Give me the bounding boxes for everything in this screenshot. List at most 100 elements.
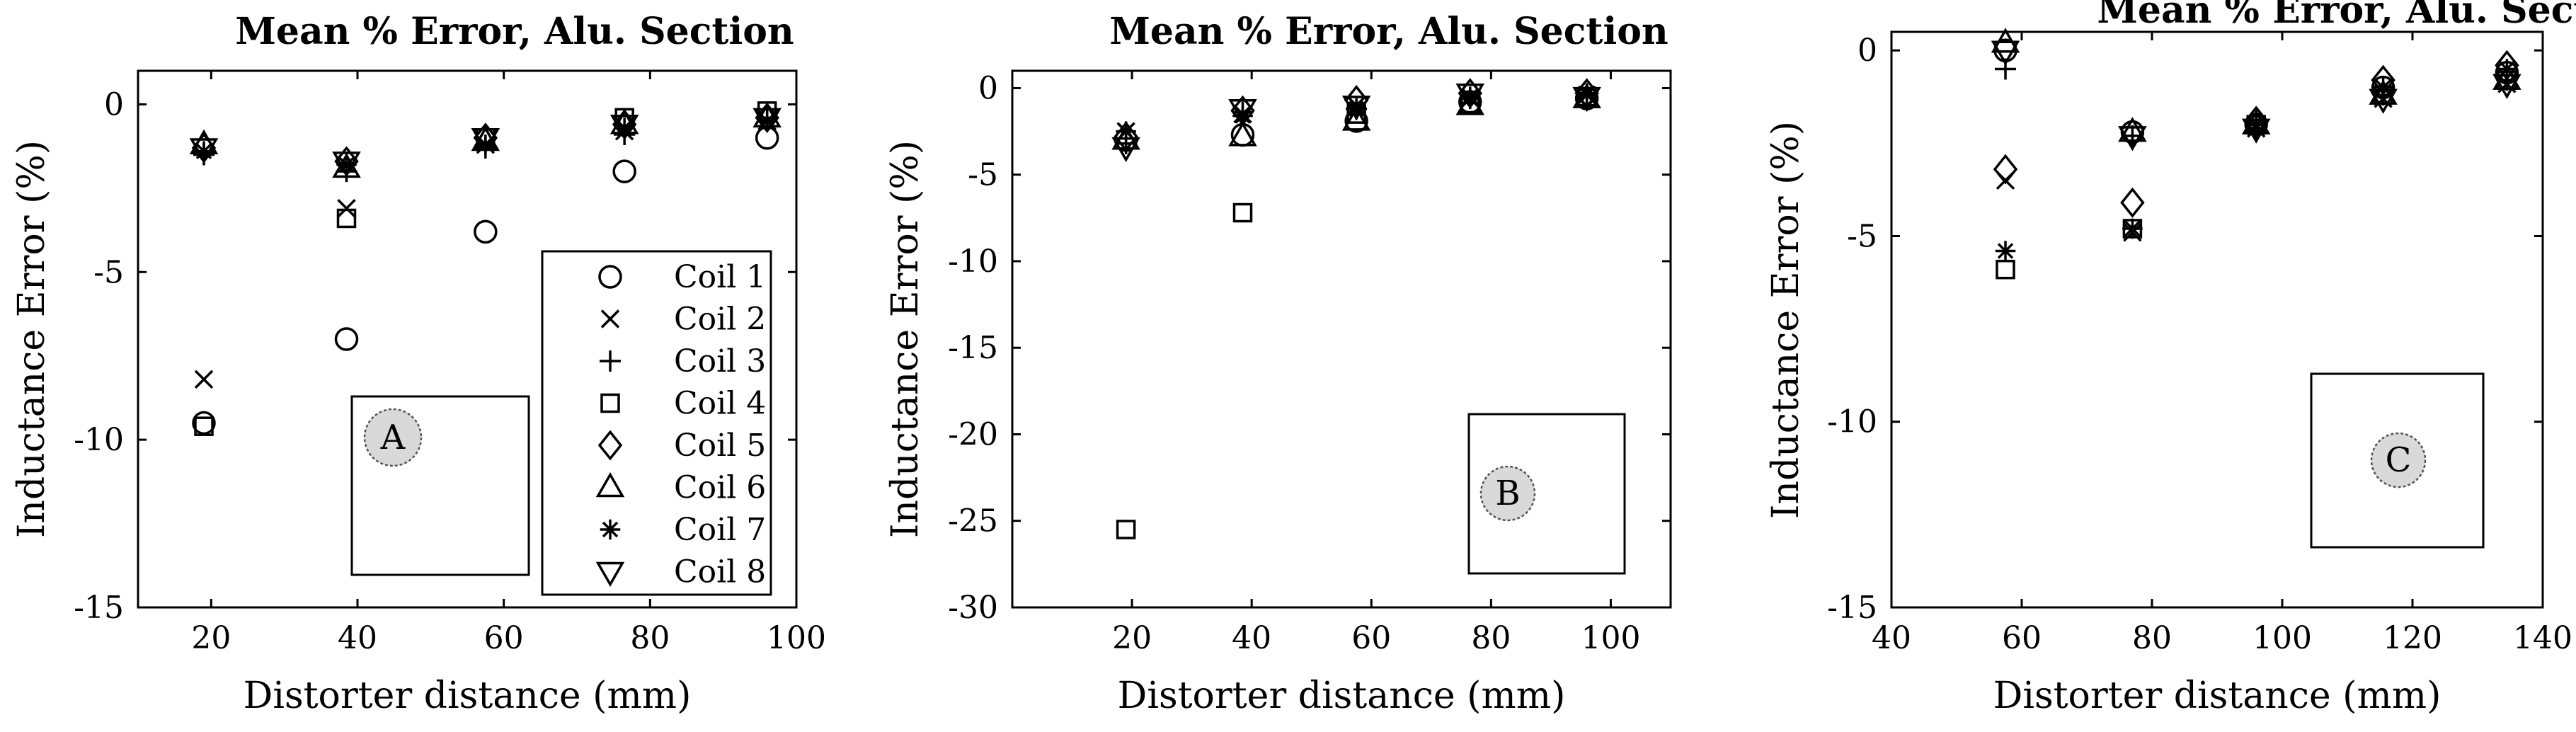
panel-b-coil-6-point: [1341, 105, 1371, 131]
panel-a-ticks: 20 40 60 80 100 -15 -10 -5 0: [74, 71, 826, 656]
panel-b-ytick-label: -25: [948, 503, 998, 539]
panel-c-ticks: 40 60 80 100 120 140 -15 -10 -5 0: [1827, 32, 2572, 656]
panel-a-ytick-label: -5: [93, 254, 124, 290]
panel-c-ytick-label: -15: [1827, 590, 1877, 626]
panel-a-coil-7-point: [336, 154, 357, 175]
panel-a-legend-label-6: Coil 6: [674, 470, 766, 506]
panel-b-xtick-label: 60: [1351, 620, 1391, 656]
panel-b-coil-8-point: [1341, 96, 1371, 121]
panel-a-coil-1-point: [334, 327, 359, 351]
panel-b-ylabel: Inductance Error (%): [884, 140, 927, 538]
panel-a-coil-7-point: [757, 110, 777, 132]
panel-a-legend-label-4: Coil 4: [674, 386, 766, 422]
panel-a-legend-marker-7: [600, 519, 621, 540]
panel-c-coil-8-point: [2241, 118, 2271, 144]
panel-a-legend-marker-6: [595, 471, 625, 498]
panel-a-coil-7-point: [614, 118, 635, 138]
panel-c-ytick-label: -5: [1847, 218, 1877, 254]
panel-b-coil-7-point: [1116, 121, 1136, 142]
panel-a-marks: [189, 101, 782, 436]
panel-c-inset-label: C: [2386, 440, 2412, 480]
panel-c-inset-box: [2310, 372, 2485, 549]
panel-a-coil-8-point: [189, 138, 219, 164]
panel-b-inset-box: [1467, 413, 1626, 575]
panel-a-coil-4-point: [336, 208, 357, 229]
panel-a-coil-7-point: [193, 141, 214, 161]
panel-b-axes-frame: [1011, 69, 1672, 609]
panel-b-coil-6-point: [1228, 121, 1257, 147]
panel-c-coil-6-point: [2118, 117, 2147, 142]
panel-b-coil-7-point: [1232, 105, 1253, 126]
panel-c-coil-8-point: [2492, 74, 2521, 99]
panel-b-ytick-label: -10: [948, 244, 998, 280]
panel-b-marks: [1111, 78, 1601, 539]
panel-a-coil-4-point: [194, 416, 214, 436]
panel-b-coil-8-point: [1455, 84, 1485, 109]
panel-a-axes-frame: [137, 69, 798, 609]
panel-c-coil-7-point: [2122, 218, 2143, 239]
panel-a-legend-marker-8: [595, 561, 625, 588]
panel-c: Mean % Error, Alu. Section 40 60 80 100 120 1…: [1765, 0, 2576, 717]
panel-b-title: Mean % Error, Alu. Section: [1109, 10, 1668, 53]
panel-a-ylabel: Inductance Error (%): [11, 140, 53, 538]
panel-b: Mean % Error, Alu. Section 20 40 60 80 100 -3…: [884, 10, 1672, 717]
panel-a: Mean % Error, Alu. Section 20 40 60 80 100 -1…: [11, 10, 826, 717]
panel-b-xlabel: Distorter distance (mm): [1118, 675, 1566, 717]
panel-b-ytick-label: -5: [968, 157, 998, 193]
panel-a-legend-marker-1: [598, 265, 622, 289]
panel-b-coil-7-point: [1576, 83, 1597, 104]
panel-a-coil-8-point: [332, 151, 361, 177]
panel-c-axes-frame: [1890, 30, 2544, 609]
panel-c-xtick-label: 120: [2383, 620, 2442, 656]
panel-b-coil-7-point: [1460, 86, 1481, 107]
panel-c-ylabel: Inductance Error (%): [1765, 121, 1807, 519]
panel-b-inset-label: B: [1495, 474, 1520, 513]
panel-a-coil-2-point: [337, 198, 356, 218]
panel-c-coil-7-point: [2497, 59, 2517, 79]
panel-b-coil-6-point: [1572, 83, 1601, 108]
panel-a-title: Mean % Error, Alu. Section: [235, 10, 794, 53]
panel-a-ytick-label: -10: [74, 422, 124, 458]
panel-c-inset-circle: [2370, 432, 2427, 488]
panel-c-xlabel: Distorter distance (mm): [1993, 675, 2442, 717]
panel-a-legend-marker-5: [597, 430, 623, 461]
panel-c-coil-7-point: [2245, 114, 2267, 135]
panel-a-ytick-label: 0: [104, 86, 124, 122]
panel-a-coil-7-point: [475, 134, 496, 155]
panel-a-inset-label: A: [380, 418, 406, 457]
panel-a-coil-8-point: [609, 115, 639, 140]
panel-a-xtick-label: 40: [338, 620, 377, 656]
panel-c-ytick-label: -10: [1827, 404, 1877, 440]
panel-c-marks: [1991, 28, 2521, 280]
panel-a-legend-marker-2: [600, 309, 620, 328]
panel-a-xtick-label: 20: [191, 620, 231, 656]
panel-a-inset-box: [350, 395, 530, 576]
panel-b-coil-4-point: [1232, 202, 1253, 223]
panel-b-ytick-label: 0: [978, 70, 998, 106]
panel-c-coil-6-point: [2492, 64, 2521, 90]
panel-c-coil-8-point: [1991, 40, 2020, 66]
panel-a-inset-circle: [363, 408, 423, 467]
panel-b-ytick-label: -30: [948, 590, 998, 626]
panel-b-inset-circle: [1479, 465, 1536, 522]
panel-c-coil-4-point: [1996, 259, 2015, 280]
panel-c-title: Mean % Error, Alu. Section: [2097, 0, 2576, 32]
panel-a-xlabel: Distorter distance (mm): [244, 675, 692, 717]
panel-a-xtick-label: 80: [630, 620, 670, 656]
panel-a-legend-marker-3: [600, 350, 621, 372]
panel-b-xtick-label: 80: [1471, 620, 1511, 656]
panel-b-coil-8-point: [1228, 99, 1257, 125]
panel-b-coil-4-point: [1116, 520, 1136, 539]
panel-b-coil-8-point: [1572, 86, 1601, 113]
panel-a-legend-label-2: Coil 2: [674, 302, 766, 338]
panel-b-ticks: 20 40 60 80 100 -30 -25 -20 -15 -10 -5 0: [948, 70, 1671, 656]
panel-a-legend-label-7: Coil 7: [674, 512, 766, 548]
panel-a-legend-marker-4: [600, 393, 620, 413]
panel-c-coil-5-point: [2120, 187, 2145, 218]
panel-a-coil-8-point: [752, 108, 782, 133]
panel-b-coil-7-point: [1346, 98, 1367, 120]
panel-c-xtick-label: 40: [1872, 620, 1911, 656]
panel-c-xtick-label: 60: [2002, 620, 2042, 656]
panel-a-legend-box: [541, 250, 772, 596]
panel-a-legend-label-8: Coil 8: [674, 554, 766, 590]
